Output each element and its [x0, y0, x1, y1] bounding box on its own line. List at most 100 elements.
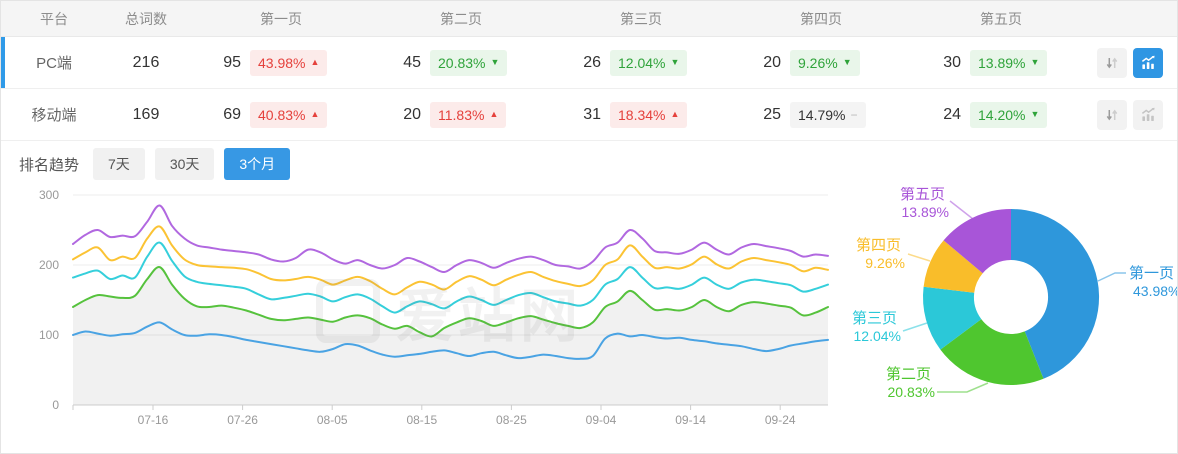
donut-label-percent: 20.83% — [888, 384, 935, 400]
platform-label: 移动端 — [31, 107, 77, 124]
rank-trend-line-chart: 0 100 200 300 07-16 07-26 08-05 08-15 08-25 09-04… — [1, 187, 831, 453]
donut-label-leader — [907, 253, 931, 262]
sort-arrows-icon — [1106, 57, 1118, 68]
percent-badge: 43.98% ▲ — [250, 49, 328, 76]
y-axis-tick-label: 200 — [39, 258, 59, 272]
x-axis-tick-label: 07-16 — [138, 413, 169, 427]
page1-cell: 95 43.98% ▲ — [191, 49, 371, 76]
trend-line-第五页 — [72, 204, 829, 274]
trend-line-第一页 — [72, 321, 829, 360]
trend-chart-icon — [1141, 55, 1155, 69]
total-words-value: 216 — [132, 53, 160, 71]
page-count: 20 — [403, 105, 421, 123]
x-axis-tick-label: 09-04 — [586, 413, 617, 427]
trend-line-第二页 — [72, 266, 829, 338]
donut-label-leader — [949, 200, 974, 220]
range-tabs: 7天 30天 3个月 — [93, 148, 300, 180]
percent-value: 40.83% — [258, 106, 306, 123]
page-count: 26 — [583, 53, 601, 71]
platform-label: PC端 — [36, 55, 72, 72]
col-header-page4: 第四页 — [800, 10, 842, 27]
page3-cell: 31 18.34% ▲ — [551, 101, 731, 128]
trend-chart-icon — [1141, 107, 1155, 121]
percent-value: 12.04% — [618, 54, 666, 71]
percent-badge: 9.26% ▼ — [790, 49, 860, 76]
trend-section-header: 排名趋势 7天 30天 3个月 — [1, 141, 1177, 187]
percent-badge: 40.83% ▲ — [250, 101, 328, 128]
donut-slice-第三页 — [922, 286, 982, 350]
page2-cell: 45 20.83% ▼ — [371, 49, 551, 76]
charts-row: 0 100 200 300 07-16 07-26 08-05 08-15 08-25 09-04… — [1, 187, 1178, 453]
donut-label-leader — [902, 322, 928, 332]
col-header-page3: 第三页 — [620, 10, 662, 27]
col-header-page5: 第五页 — [980, 10, 1022, 27]
range-tab-2[interactable]: 3个月 — [224, 148, 291, 180]
y-axis-tick-label: 300 — [39, 188, 59, 202]
x-axis-tick-label: 08-25 — [496, 413, 527, 427]
table-row-移动端[interactable]: 移动端 169 69 40.83% ▲ 20 11.83% ▲ 31 18.34% ▲ 25 14.79… — [1, 89, 1177, 141]
up-arrow-icon: ▲ — [670, 109, 680, 119]
show-trend-button[interactable] — [1133, 99, 1163, 130]
up-arrow-icon: ▲ — [310, 57, 320, 67]
percent-value: 13.89% — [978, 54, 1026, 71]
page-count: 31 — [583, 105, 601, 123]
page2-cell: 20 11.83% ▲ — [371, 101, 551, 128]
sort-arrows-icon — [1106, 109, 1118, 120]
rank-table: 平台 总词数 第一页 第二页 第三页 第四页 第五页 PC端 216 95 43.98… — [1, 1, 1177, 141]
page-count: 24 — [943, 105, 961, 123]
donut-label-leader — [1097, 272, 1126, 282]
total-words-value: 169 — [132, 105, 160, 123]
col-header-page2: 第二页 — [440, 10, 482, 27]
down-arrow-icon: ▼ — [842, 57, 852, 67]
col-header-page1: 第一页 — [260, 10, 302, 27]
x-axis-tick-label: 08-15 — [406, 413, 437, 427]
table-body: PC端 216 95 43.98% ▲ 45 20.83% ▼ 26 12.04% ▼ 20 9.26%… — [1, 37, 1177, 141]
percent-value: 14.20% — [978, 106, 1026, 123]
donut-label-name: 第四页 — [856, 236, 901, 254]
sort-button[interactable] — [1097, 99, 1127, 130]
row-actions — [1091, 99, 1177, 130]
donut-label-name: 第二页 — [886, 365, 931, 383]
donut-label-leader — [937, 382, 989, 393]
range-tab-0[interactable]: 7天 — [93, 148, 145, 180]
donut-label-percent: 43.98% — [1133, 283, 1178, 299]
percent-badge: 18.34% ▲ — [610, 101, 688, 128]
down-arrow-icon: ▼ — [1030, 109, 1040, 119]
page4-cell: 20 9.26% ▼ — [731, 49, 911, 76]
percent-value: 11.83% — [438, 106, 485, 123]
table-row-PC端[interactable]: PC端 216 95 43.98% ▲ 45 20.83% ▼ 26 12.04% ▼ 20 9.26%… — [1, 37, 1177, 89]
page-count: 20 — [763, 53, 781, 71]
show-trend-button[interactable] — [1133, 47, 1163, 78]
down-arrow-icon: ▼ — [670, 57, 680, 67]
donut-label-percent: 12.04% — [854, 328, 901, 344]
percent-value: 18.34% — [618, 106, 666, 123]
percent-value: 20.83% — [438, 54, 486, 71]
down-arrow-icon: ▼ — [490, 57, 500, 67]
x-axis-tick-label: 08-05 — [317, 413, 348, 427]
percent-badge: 14.20% ▼ — [970, 101, 1048, 128]
page5-cell: 30 13.89% ▼ — [911, 49, 1091, 76]
trend-title: 排名趋势 — [19, 156, 80, 174]
y-axis-tick-label: 0 — [52, 398, 59, 412]
table-header: 平台 总词数 第一页 第二页 第三页 第四页 第五页 — [1, 1, 1177, 37]
range-tab-1[interactable]: 30天 — [154, 148, 215, 180]
percent-value: 9.26% — [798, 54, 838, 71]
page-distribution-donut-chart: 第一页 43.98% 第二页 20.83% 第三页 12.04% 第四页 9.26% 第五页 13… — [831, 187, 1178, 453]
percent-badge: 14.79% − — [790, 101, 866, 128]
donut-label-percent: 9.26% — [865, 255, 905, 271]
sort-button[interactable] — [1097, 47, 1127, 78]
donut-slice-第二页 — [940, 319, 1044, 386]
page4-cell: 25 14.79% − — [731, 101, 911, 128]
down-arrow-icon: ▼ — [1030, 57, 1040, 67]
page3-cell: 26 12.04% ▼ — [551, 49, 731, 76]
page-count: 30 — [943, 53, 961, 71]
x-axis-tick-label: 07-26 — [227, 413, 258, 427]
percent-badge: 12.04% ▼ — [610, 49, 688, 76]
page-count: 25 — [763, 105, 781, 123]
flat-arrow-icon: − — [850, 107, 858, 122]
donut-label-name: 第三页 — [852, 309, 897, 327]
donut-slice-第一页 — [1011, 208, 1100, 379]
up-arrow-icon: ▲ — [489, 109, 499, 119]
up-arrow-icon: ▲ — [310, 109, 320, 119]
